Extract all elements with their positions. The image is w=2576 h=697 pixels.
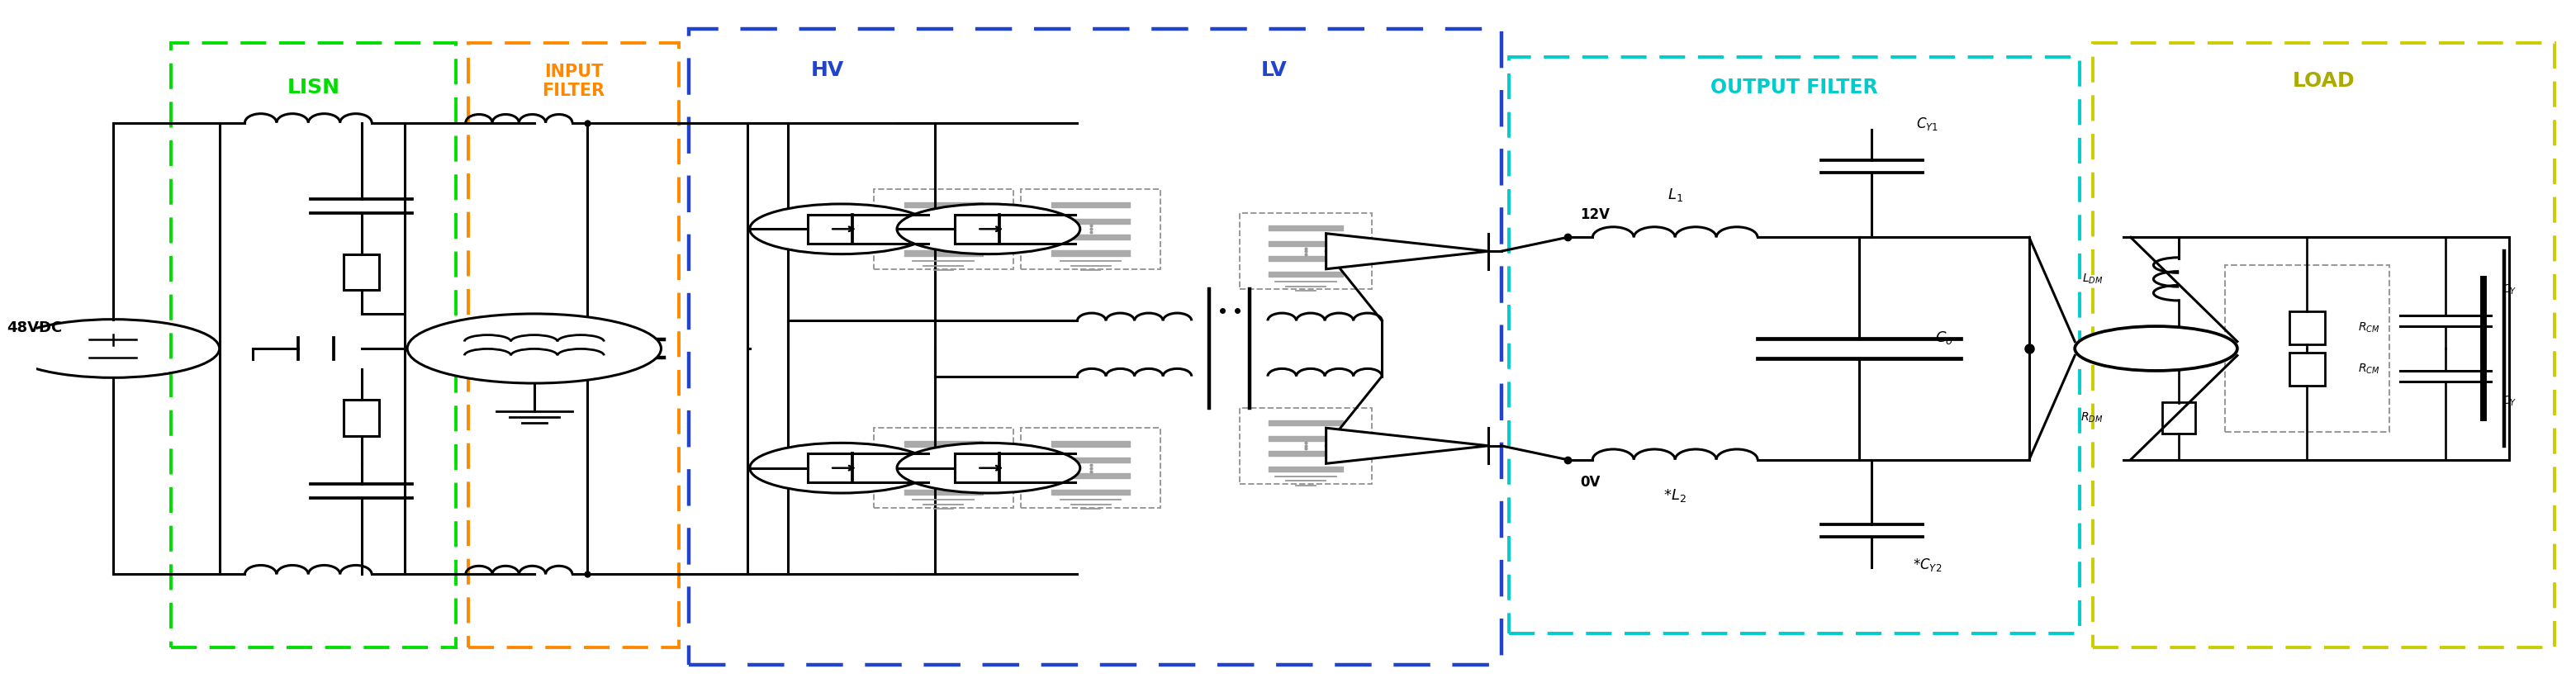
Circle shape: [750, 204, 933, 254]
Text: $L_1$: $L_1$: [1667, 187, 1682, 204]
Bar: [1239, 408, 1373, 484]
Bar: [170, 43, 456, 648]
Text: $*C_{Y2}$: $*C_{Y2}$: [1914, 557, 1942, 573]
Bar: [1239, 213, 1373, 289]
Text: LOAD: LOAD: [2293, 70, 2354, 91]
Text: $L_{DM}$: $L_{DM}$: [2081, 273, 2102, 286]
Polygon shape: [1327, 428, 1489, 464]
Text: OUTPUT FILTER: OUTPUT FILTER: [1710, 77, 1878, 98]
Bar: [343, 254, 379, 290]
Bar: [2226, 265, 2391, 432]
Polygon shape: [1327, 233, 1489, 269]
Bar: [343, 400, 379, 436]
Text: 0V: 0V: [1579, 475, 1600, 490]
Text: HV: HV: [811, 60, 845, 80]
Text: $C_o$: $C_o$: [1935, 329, 1953, 346]
Text: LV: LV: [1260, 60, 1288, 80]
Bar: [2161, 402, 2195, 434]
Text: 48VDC: 48VDC: [8, 320, 62, 335]
Text: LISN: LISN: [286, 77, 340, 98]
Text: $R_{CM}$: $R_{CM}$: [2357, 362, 2380, 376]
Bar: [873, 428, 1012, 508]
Text: INPUT
FILTER: INPUT FILTER: [541, 63, 605, 100]
Circle shape: [896, 443, 1079, 493]
Text: $C_{Y1}$: $C_{Y1}$: [1917, 116, 1940, 132]
Text: $C_Y$: $C_Y$: [2501, 395, 2517, 408]
Bar: [1020, 428, 1159, 508]
Bar: [688, 29, 1502, 665]
Text: 12V: 12V: [1579, 207, 1610, 222]
Text: $C_Y$: $C_Y$: [2501, 283, 2517, 296]
Bar: [2290, 353, 2326, 386]
Bar: [1510, 56, 2079, 634]
Circle shape: [2074, 326, 2239, 371]
Bar: [873, 189, 1012, 269]
Circle shape: [896, 204, 1079, 254]
Circle shape: [407, 314, 662, 383]
Bar: [1020, 189, 1159, 269]
Text: $R_{DM}$: $R_{DM}$: [2081, 411, 2102, 424]
Bar: [469, 43, 680, 648]
Circle shape: [750, 443, 933, 493]
Bar: [2092, 43, 2555, 648]
Bar: [2290, 311, 2326, 344]
Text: $R_{CM}$: $R_{CM}$: [2357, 321, 2380, 335]
Text: $*L_2$: $*L_2$: [1664, 488, 1687, 504]
